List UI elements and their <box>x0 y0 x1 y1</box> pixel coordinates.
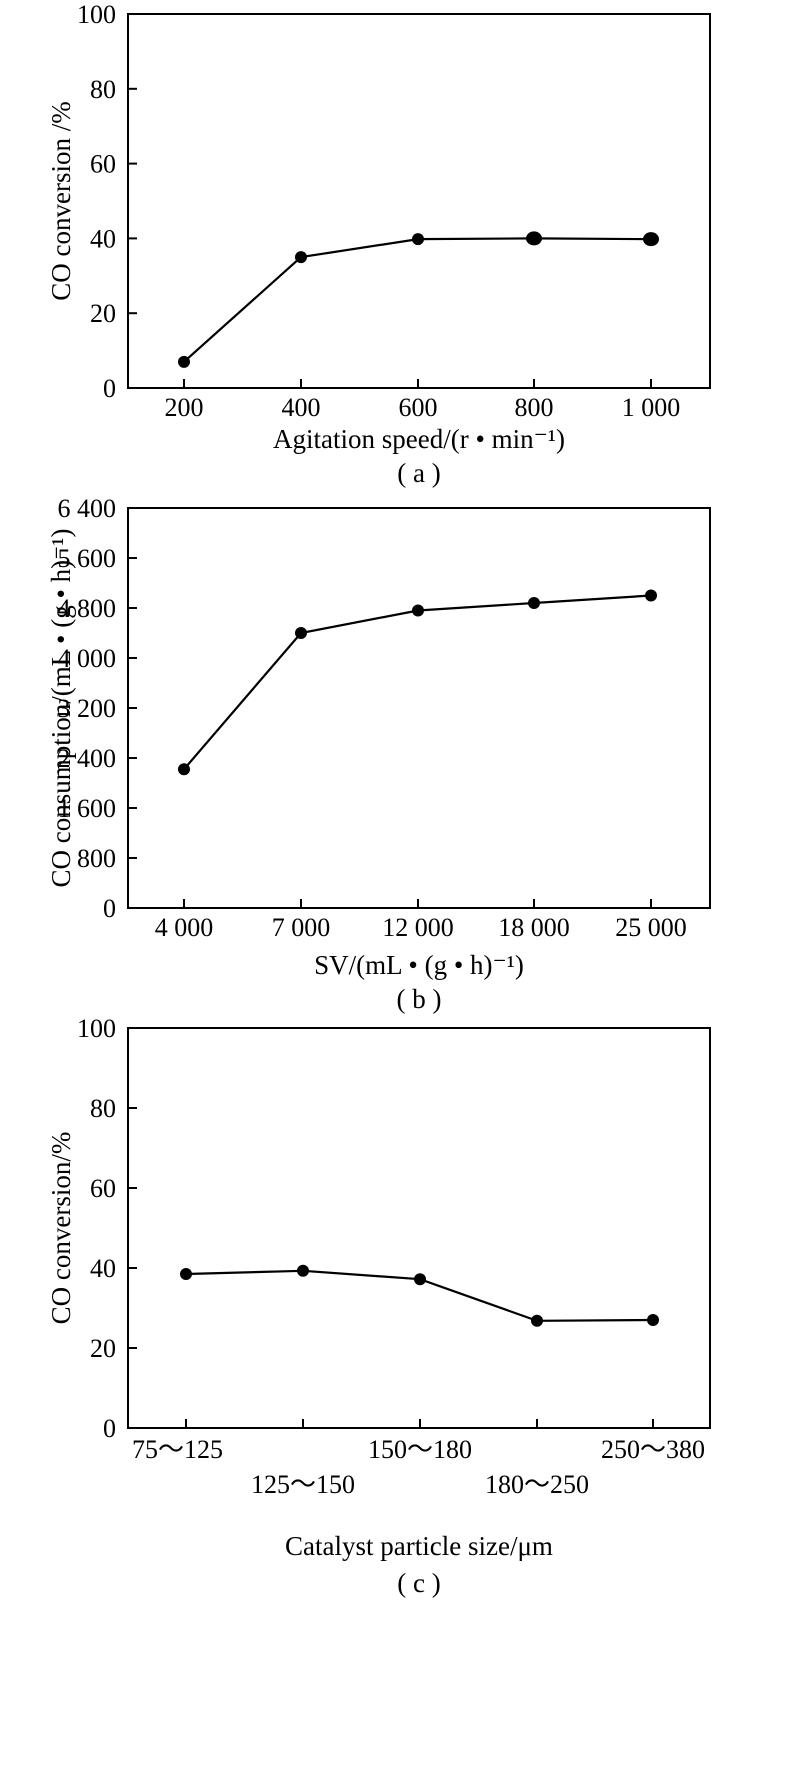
data-point <box>180 1268 192 1280</box>
y-tick-label: 5 600 <box>58 544 117 573</box>
panel-label: ( c ) <box>397 1568 440 1598</box>
x-tick-label: 125～150 <box>251 1470 355 1499</box>
y-tick-label: 0 <box>103 894 116 923</box>
x-tick-label: 7 000 <box>272 913 331 942</box>
x-tick-label: 25 000 <box>615 913 687 942</box>
data-point <box>645 589 657 602</box>
y-tick-label: 40 <box>90 224 116 253</box>
data-point <box>178 355 190 368</box>
x-tick-label: 75～125 <box>132 1435 223 1464</box>
x-axis-title: SV/(mL • (g • h)⁻¹) <box>314 950 524 980</box>
series-line <box>183 237 652 363</box>
data-point <box>647 1314 659 1326</box>
data-point <box>531 1314 543 1327</box>
x-tick-label: 12 000 <box>382 913 454 942</box>
x-axis-title: Catalyst particle size/μm <box>285 1531 553 1561</box>
data-point <box>295 627 307 639</box>
x-tick-label: 400 <box>282 393 321 422</box>
plot-frame <box>127 1027 711 1429</box>
data-point <box>295 251 307 264</box>
chart-panel-b: 0 800 1 600 2 400 3 200 4 000 4 800 5 600 6 400 4… <box>46 494 711 1014</box>
y-tick-label: 6 400 <box>58 494 117 523</box>
data-point <box>643 232 659 247</box>
x-tick-label: 250～380 <box>601 1435 705 1464</box>
data-point <box>526 231 542 246</box>
plot-frame <box>127 13 711 389</box>
x-tick-label: 600 <box>399 393 438 422</box>
panel-label: ( b ) <box>397 984 442 1014</box>
y-tick-label: 60 <box>90 150 116 179</box>
y-tick-label: 2 400 <box>58 744 117 773</box>
y-axis-title: CO conversion/% <box>46 1132 76 1325</box>
y-axis-title: CO conversion /% <box>46 101 76 300</box>
panel-label: ( a ) <box>397 458 440 488</box>
y-tick-label: 0 <box>103 374 116 403</box>
chart-panel-c: 0 20 40 60 80 100 75～125 125～150 150～180 180～250 2… <box>46 1014 711 1598</box>
y-tick-label: 100 <box>77 1014 116 1043</box>
x-tick-label: 1 000 <box>622 393 681 422</box>
chart-panel-a: 0 20 40 60 80 100 200 400 600 800 1 000 Agitation s… <box>46 0 711 488</box>
y-tick-label: 0 <box>103 1414 116 1443</box>
data-point <box>297 1264 309 1277</box>
data-point <box>412 233 424 246</box>
y-tick-label: 20 <box>90 299 116 328</box>
y-tick-label: 4 800 <box>58 594 117 623</box>
data-point <box>178 763 190 776</box>
data-point <box>528 597 540 609</box>
y-tick-label: 20 <box>90 1334 116 1363</box>
data-point <box>414 1273 426 1286</box>
y-tick-label: 800 <box>77 844 116 873</box>
y-axis-title: CO consumption/(mL • (g • h)⁻¹) <box>46 529 76 888</box>
x-tick-label: 800 <box>515 393 554 422</box>
x-tick-label: 4 000 <box>155 913 214 942</box>
y-tick-label: 80 <box>90 1094 116 1123</box>
x-tick-label: 150～180 <box>368 1435 472 1464</box>
plot-frame <box>127 507 711 909</box>
x-axis-title: Agitation speed/(r • min⁻¹) <box>273 424 565 454</box>
y-tick-label: 4 000 <box>58 644 117 673</box>
x-tick-label: 18 000 <box>498 913 570 942</box>
y-tick-label: 40 <box>90 1254 116 1283</box>
y-tick-label: 1 600 <box>58 794 117 823</box>
data-point <box>412 604 424 617</box>
y-tick-label: 100 <box>77 0 116 29</box>
y-tick-label: 80 <box>90 75 116 104</box>
x-tick-label: 200 <box>165 393 204 422</box>
y-tick-label: 3 200 <box>58 694 117 723</box>
series-line <box>183 594 652 770</box>
y-tick-label: 60 <box>90 1174 116 1203</box>
x-tick-label: 180～250 <box>485 1470 589 1499</box>
